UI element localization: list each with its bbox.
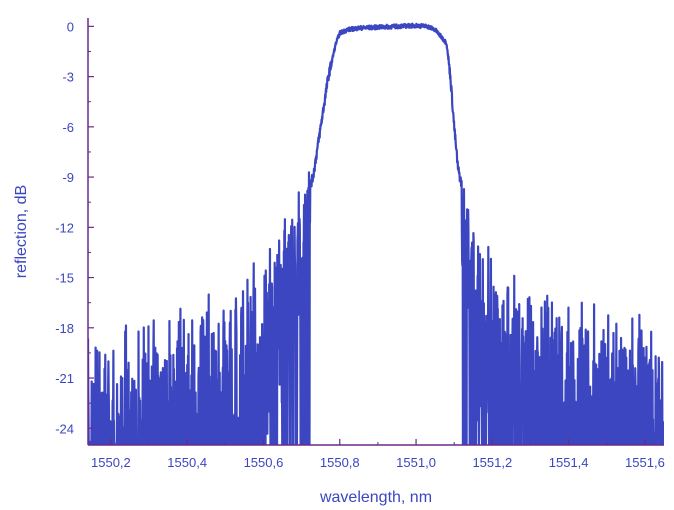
y-tick-label: -18 xyxy=(55,321,74,336)
y-tick-label: -21 xyxy=(55,371,74,386)
y-tick-label: -3 xyxy=(62,70,74,85)
x-tick-label: 1550,4 xyxy=(167,455,207,470)
x-tick-label: 1551,0 xyxy=(396,455,436,470)
y-tick-label: 0 xyxy=(67,19,74,34)
y-tick-label: -12 xyxy=(55,220,74,235)
x-tick-label: 1550,8 xyxy=(320,455,360,470)
x-tick-label: 1551,2 xyxy=(472,455,512,470)
y-ticks: 0 -3 -6 -9 -12 -15 -18 -21 -24 xyxy=(55,19,94,436)
x-axis-title: wavelength, nm xyxy=(319,489,432,506)
axes xyxy=(87,18,664,446)
y-tick-label: -6 xyxy=(62,120,74,135)
y-tick-label: -9 xyxy=(62,170,74,185)
x-ticks: 1550,2 1550,4 1550,6 1550,8 1551,0 1551,2 1551… xyxy=(91,439,665,470)
y-axis-title: reflection, dB xyxy=(13,185,30,278)
reflection-series-line xyxy=(88,22,664,445)
x-tick-label: 1551,4 xyxy=(549,455,589,470)
y-tick-label: -24 xyxy=(55,421,74,436)
y-tick-label: -15 xyxy=(55,271,74,286)
x-tick-label: 1550,6 xyxy=(244,455,284,470)
x-tick-label: 1551,6 xyxy=(625,455,665,470)
plot-area xyxy=(88,22,664,445)
x-tick-label: 1550,2 xyxy=(91,455,131,470)
